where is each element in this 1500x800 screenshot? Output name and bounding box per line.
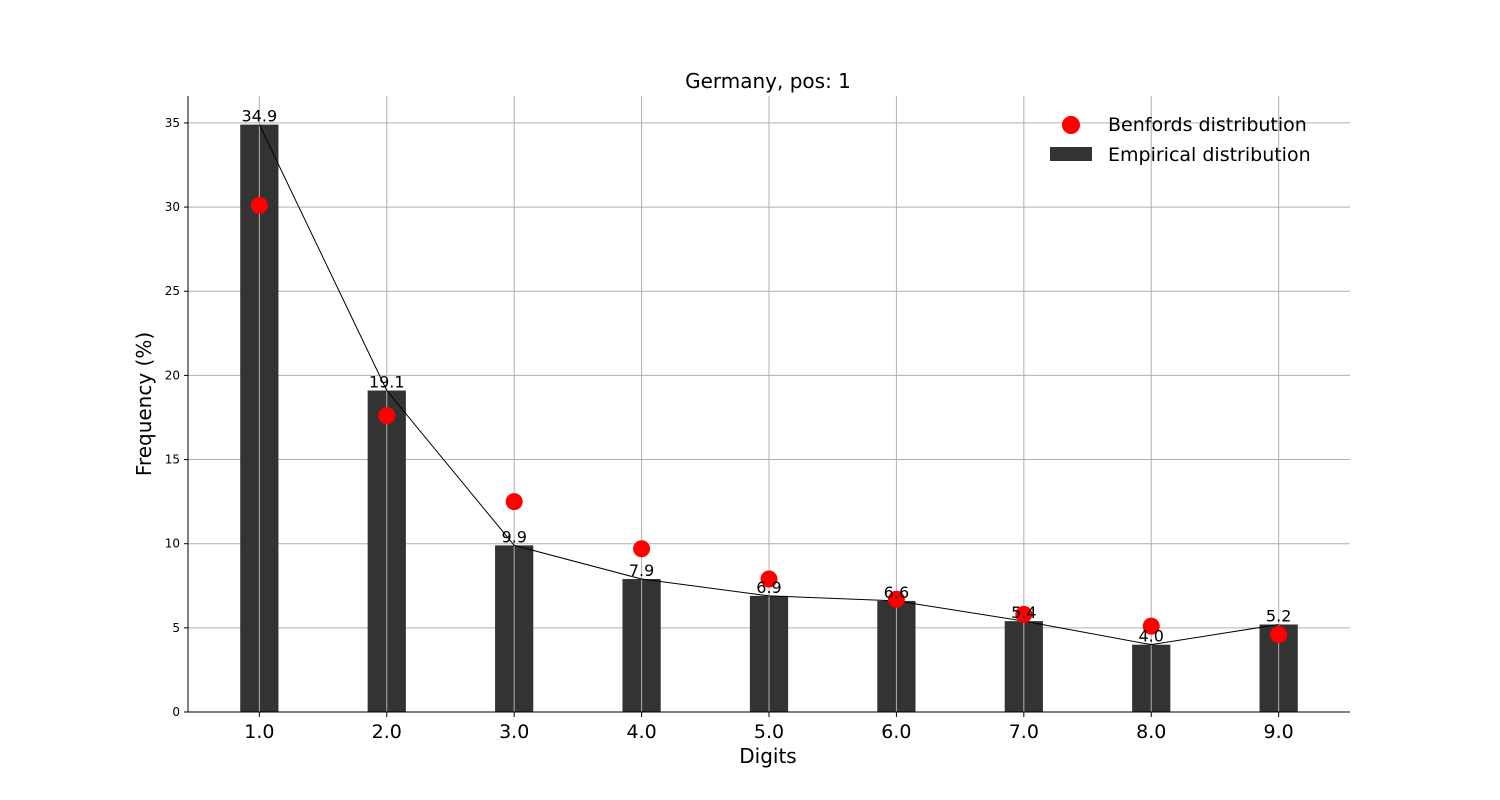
trend-line [258, 124, 1279, 646]
chart-title: Germany, pos: 1 [685, 69, 851, 93]
bar-labels: 34.9 19.1 9.9 7.9 6.9 6.6 5.4 4.0 5.2 [242, 107, 1292, 646]
benford-point [250, 196, 268, 214]
y-tick-label: 10 [165, 537, 180, 551]
benford-point [378, 407, 396, 425]
y-tick-label: 25 [165, 284, 180, 298]
legend-label-empirical: Empirical distribution [1108, 144, 1311, 166]
benford-point [760, 570, 778, 588]
x-tick-label: 9.0 [1264, 721, 1294, 743]
benford-point [505, 493, 523, 511]
y-axis-label: Frequency (%) [132, 332, 156, 476]
x-tick-label: 4.0 [626, 721, 656, 743]
legend-label-benford: Benfords distribution [1108, 114, 1307, 136]
bar-value-label: 6.6 [884, 583, 909, 602]
y-tick-label: 5 [172, 621, 180, 635]
x-tick-label: 5.0 [754, 721, 784, 743]
bar-value-label: 7.9 [629, 561, 654, 580]
legend-marker-benford [1062, 116, 1080, 134]
y-tick-label: 35 [165, 116, 180, 130]
trend-polyline [258, 124, 1279, 646]
y-tick-label: 15 [165, 453, 180, 467]
x-tick-label: 3.0 [499, 721, 529, 743]
benford-point [1270, 626, 1288, 644]
bar-value-label: 9.9 [501, 527, 526, 546]
bar-value-label: 5.2 [1266, 606, 1291, 625]
x-tick-label: 7.0 [1009, 721, 1039, 743]
bar-value-label: 34.9 [242, 107, 278, 126]
y-tick-label: 30 [165, 200, 180, 214]
axes: 0 5 10 15 20 25 30 35 1.0 2.0 3.0 4.0 5.0 6.0 7.0 8.0 9.… [165, 96, 1350, 743]
x-tick-label: 1.0 [244, 721, 274, 743]
bar-value-label: 4.0 [1139, 627, 1164, 646]
y-tick-label: 20 [165, 368, 180, 382]
benford-points [250, 196, 1288, 644]
benford-point [1015, 605, 1033, 623]
x-tick-label: 8.0 [1136, 721, 1166, 743]
benford-point [1142, 617, 1160, 635]
bar-value-label: 5.4 [1011, 603, 1036, 622]
bar-value-label: 6.9 [756, 578, 781, 597]
legend-marker-empirical [1050, 147, 1092, 161]
bar-value-label: 19.1 [369, 373, 405, 392]
y-tick-label: 0 [172, 705, 180, 719]
vertical-grid-lines [258, 96, 1280, 712]
x-axis-label: Digits [739, 744, 796, 768]
legend: Benfords distribution Empirical distribu… [1050, 114, 1311, 166]
benford-point [633, 540, 651, 558]
benford-point [887, 590, 905, 608]
x-tick-label: 6.0 [881, 721, 911, 743]
x-tick-label: 2.0 [372, 721, 402, 743]
